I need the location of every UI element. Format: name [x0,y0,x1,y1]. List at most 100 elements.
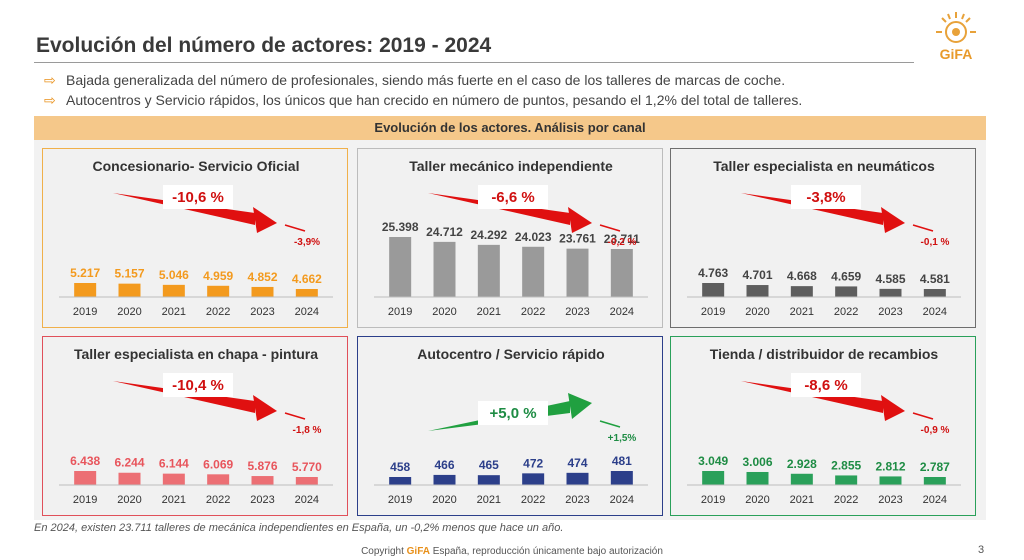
logo-text: GiFA [924,46,988,62]
x-tick-label: 2022 [521,306,545,318]
data-label: 4.659 [831,269,861,283]
data-label: 4.701 [742,268,772,282]
bar [611,249,633,297]
chart-title: Autocentro / Servicio rápido [417,346,604,362]
arrow-head [881,395,905,421]
data-label: 6.438 [70,454,100,468]
bar-chart: Concesionario- Servicio Oficial 5.217 2019… [43,149,349,329]
section-band-title: Evolución de los actores. Análisis por c… [34,116,986,140]
bar [434,475,456,485]
data-label: 23.761 [559,232,596,246]
bar [747,472,769,485]
x-tick-label: 2023 [878,494,902,506]
title-divider [34,62,914,63]
data-label: 2.787 [920,460,950,474]
data-label: 4.852 [247,270,277,284]
bar [702,283,724,297]
chart-panel: Concesionario- Servicio Oficial 5.217 2019… [42,148,348,328]
bar [74,471,96,485]
small-trend-arrow-icon [600,421,620,427]
bar [296,477,318,485]
data-label: 4.959 [203,269,233,283]
x-tick-label: 2020 [117,494,141,506]
chart-panel: Taller mecánico independiente 25.398 2019 2… [357,148,663,328]
chart-title: Concesionario- Servicio Oficial [93,158,300,174]
total-change-label: +5,0 % [489,405,536,422]
arrow-head [881,207,905,233]
x-tick-label: 2020 [432,494,456,506]
bar [835,475,857,485]
total-change-label: -10,6 % [172,189,224,206]
bar [74,283,96,297]
chart-panel: Taller especialista en neumáticos 4.763 20… [670,148,976,328]
summary-bullets: ⇨ Bajada generalizada del número de prof… [44,70,802,110]
x-tick-label: 2024 [923,306,947,318]
last-year-change-label: -0,2 % [608,237,637,248]
data-label: 472 [523,456,543,470]
bar [880,289,902,297]
copyright: Copyright GiFA España, reproducción únic… [0,546,1024,557]
bar [389,477,411,485]
bar [880,476,902,485]
small-trend-arrow-icon [600,225,620,231]
x-tick-label: 2023 [250,494,274,506]
gear-logo-icon [924,8,988,48]
data-label: 2.855 [831,458,861,472]
copyright-prefix: Copyright [361,546,407,557]
total-change-label: -6,6 % [491,189,534,206]
data-label: 466 [434,458,454,472]
bar [835,286,857,297]
data-label: 3.006 [742,455,772,469]
data-label: 2.928 [787,457,817,471]
bar [924,477,946,485]
page-number: 3 [978,544,984,556]
bar [389,237,411,297]
data-label: 6.144 [159,457,189,471]
data-label: 4.662 [292,272,322,286]
data-label: 4.763 [698,266,728,280]
chart-title: Taller mecánico independiente [409,158,613,174]
arrow-head [568,393,592,419]
data-label: 5.770 [292,460,322,474]
data-label: 6.069 [203,457,233,471]
chart-panel: Tienda / distribuidor de recambios 3.049 2… [670,336,976,516]
bar [522,473,544,485]
small-trend-arrow-icon [913,225,933,231]
x-tick-label: 2021 [162,306,186,318]
bar [567,473,589,485]
footnote: En 2024, existen 23.711 talleres de mecá… [34,522,563,534]
x-tick-label: 2020 [745,494,769,506]
x-tick-label: 2022 [834,306,858,318]
data-label: 465 [479,458,499,472]
copyright-suffix: España, reproducción únicamente bajo aut… [430,546,663,557]
bar [747,285,769,297]
last-year-change-label: -1,8 % [293,425,322,436]
small-trend-arrow-icon [913,413,933,419]
x-tick-label: 2022 [521,494,545,506]
x-tick-label: 2019 [701,494,725,506]
small-trend-arrow-icon [285,225,305,231]
x-tick-label: 2021 [162,494,186,506]
bar [207,474,229,485]
bar [791,286,813,297]
bar [567,249,589,297]
x-tick-label: 2022 [206,494,230,506]
bar-chart: Taller especialista en neumáticos 4.763 20… [671,149,977,329]
x-tick-label: 2022 [206,306,230,318]
data-label: 24.712 [426,225,463,239]
arrow-head [253,207,277,233]
data-label: 474 [567,456,587,470]
x-tick-label: 2023 [565,494,589,506]
bar-chart: Tienda / distribuidor de recambios 3.049 2… [671,337,977,517]
bar [702,471,724,485]
data-label: 5.217 [70,266,100,280]
copyright-brand: GiFA [407,546,430,557]
bar [119,284,141,297]
data-label: 25.398 [382,220,419,234]
x-tick-label: 2021 [790,306,814,318]
last-year-change-label: -0,1 % [921,237,950,248]
data-label: 5.876 [247,459,277,473]
bar [478,245,500,297]
x-tick-label: 2019 [73,306,97,318]
bar [296,289,318,297]
